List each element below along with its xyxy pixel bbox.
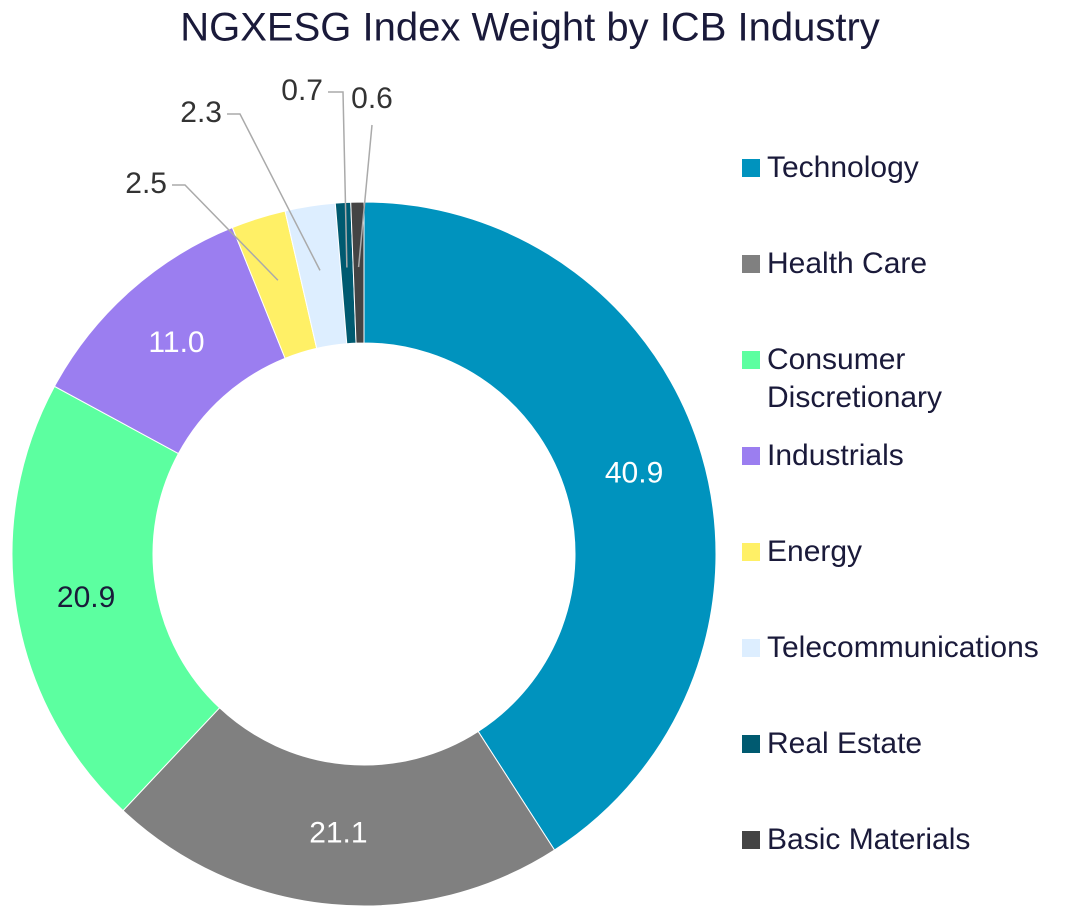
legend-item: Health Care (742, 245, 1079, 283)
donut-slice (11, 385, 221, 812)
data-label: 0.6 (351, 82, 393, 115)
legend-swatch (742, 543, 760, 561)
data-label: 0.7 (281, 74, 323, 107)
legend-swatch (742, 447, 760, 465)
legend-swatch (742, 831, 760, 849)
chart-title: NGXESG Index Weight by ICB Industry (180, 6, 880, 50)
legend-label: Industrials (767, 439, 904, 472)
legend-swatch (742, 159, 760, 177)
donut-slice (122, 707, 556, 907)
legend-swatch (742, 351, 760, 369)
leader-line (357, 124, 373, 268)
legend-item: Basic Materials (742, 821, 1079, 859)
legend-label: Telecommunications (767, 631, 1039, 664)
data-label: 21.1 (309, 816, 367, 849)
legend-swatch (742, 735, 760, 753)
data-label: 20.9 (57, 581, 115, 614)
leader-line (227, 113, 321, 271)
legend-item: Telecommunications (742, 629, 1079, 667)
data-label: 40.9 (605, 457, 663, 490)
legend-item: Consumer Discretionary (742, 341, 1079, 417)
leader-line (328, 91, 348, 268)
legend-item: Energy (742, 533, 1079, 571)
data-label: 2.3 (180, 96, 222, 129)
legend-item: Industrials (742, 437, 1079, 475)
legend-label: Energy (767, 535, 863, 568)
legend-label: Real Estate (767, 727, 923, 760)
legend-item: Technology (742, 149, 1079, 187)
data-label: 2.5 (125, 167, 167, 200)
legend-label: Health Care (767, 247, 928, 280)
legend-swatch (742, 255, 760, 273)
data-label: 11.0 (148, 326, 204, 359)
leader-line (172, 184, 279, 281)
legend-item: Real Estate (742, 725, 1079, 763)
legend-label: Consumer Discretionary (767, 343, 943, 414)
legend-label: Basic Materials (767, 823, 971, 856)
donut-slice (363, 201, 717, 851)
legend-label: Technology (767, 151, 919, 184)
legend-swatch (742, 639, 760, 657)
